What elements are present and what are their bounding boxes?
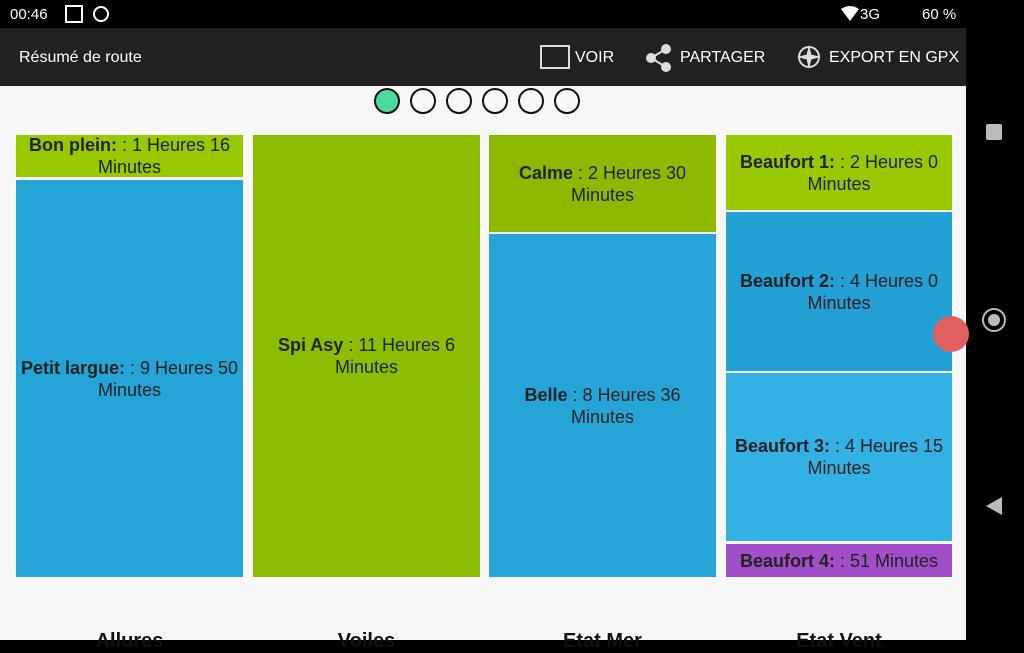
segment-name: Bon plein: xyxy=(28,135,117,155)
action-partager[interactable]: PARTAGER xyxy=(680,49,766,66)
segment-text: : 9 Heures 50 Minutes xyxy=(97,357,239,400)
segment-label: Belle : 8 Heures 36 Minutes xyxy=(493,384,712,428)
segment-name: Beaufort 2: xyxy=(739,270,835,291)
nav-buttons xyxy=(982,124,1006,515)
segment-label: Calme : 2 Heures 30 Minutes xyxy=(493,162,712,206)
segment-text: : 1 Heures 16 Minutes xyxy=(97,135,231,177)
segment-label: Bon plein: : 1 Heures 16 Minutes xyxy=(20,134,239,178)
toolbar-title: Résumé de route xyxy=(19,49,142,66)
page-indicator xyxy=(374,88,580,114)
segment: Petit largue: : 9 Heures 50 Minutes xyxy=(16,180,243,577)
segment-label: Beaufort 4: : 51 Minutes xyxy=(740,550,938,572)
segment: Spi Asy : 11 Heures 6 Minutes xyxy=(253,135,480,577)
column: Bon plein: : 1 Heures 16 Minutes Petit la… xyxy=(16,135,243,652)
segment-text: : 51 Minutes xyxy=(834,550,939,571)
time: 00:46 xyxy=(10,6,48,23)
segment-text: : 8 Heures 36 Minutes xyxy=(567,384,681,427)
segment: Belle : 8 Heures 36 Minutes xyxy=(489,234,716,577)
segment: Calme : 2 Heures 30 Minutes xyxy=(489,135,716,232)
segment-label: Spi Asy : 11 Heures 6 Minutes xyxy=(257,334,476,378)
column: Beaufort 1: : 2 Heures 0 Minutes Beaufort… xyxy=(726,135,952,652)
column: Calme : 2 Heures 30 Minutes Belle : 8 Heu… xyxy=(489,135,716,652)
content: Bon plein: : 1 Heures 16 Minutes Petit la… xyxy=(0,86,966,652)
segment-text: : 4 Heures 15 Minutes xyxy=(807,436,944,478)
segment: Beaufort 1: : 2 Heures 0 Minutes xyxy=(726,135,952,210)
segment-label: Beaufort 3: : 4 Heures 15 Minutes xyxy=(730,435,948,479)
segment-name: Petit largue: xyxy=(20,357,125,378)
map-icon xyxy=(540,45,570,69)
segment-name: Belle xyxy=(524,384,568,405)
column-label: Etat Mer xyxy=(563,630,642,652)
column-label: Allures xyxy=(95,630,164,652)
share-icon xyxy=(646,44,671,72)
gpx-icon xyxy=(797,45,821,69)
segment: Beaufort 4: : 51 Minutes xyxy=(726,544,952,577)
action-export[interactable]: EXPORT EN GPX xyxy=(829,49,960,66)
segment-label: Beaufort 1: : 2 Heures 0 Minutes xyxy=(730,151,948,195)
segment-label: Beaufort 2: : 4 Heures 0 Minutes xyxy=(730,270,948,314)
status-icons xyxy=(65,5,109,23)
segment: Beaufort 2: : 4 Heures 0 Minutes xyxy=(726,212,952,371)
column: Spi Asy : 11 Heures 6 Minutes Voiles xyxy=(253,135,480,652)
wifi-icon xyxy=(841,6,859,21)
segment-name: Beaufort 4: xyxy=(739,550,835,571)
floating-button[interactable] xyxy=(933,316,969,352)
segment: Beaufort 3: : 4 Heures 15 Minutes xyxy=(726,373,952,541)
toolbar: Résumé de route VOIR PARTAGER EXPORT EN … xyxy=(0,28,966,86)
action-voir[interactable]: VOIR xyxy=(575,49,615,66)
nav-bar xyxy=(966,0,1024,640)
status-bar: 00:46 3G 60 % xyxy=(0,0,966,28)
segment-text: : 2 Heures 0 Minutes xyxy=(807,151,939,194)
segment-name: Beaufort 1: xyxy=(739,151,835,172)
network: 3G xyxy=(860,6,881,23)
segment-name: Beaufort 3: xyxy=(734,436,830,456)
segment-text: : 2 Heures 30 Minutes xyxy=(570,162,687,205)
segment-label: Petit largue: : 9 Heures 50 Minutes xyxy=(20,357,239,401)
column-label: Etat Vent xyxy=(796,630,882,652)
segment-text: : 4 Heures 0 Minutes xyxy=(807,270,939,313)
segment: Bon plein: : 1 Heures 16 Minutes xyxy=(16,135,243,177)
segment-name: Calme xyxy=(518,162,573,183)
column-label: Voiles xyxy=(337,630,396,652)
segment-name: Spi Asy xyxy=(277,335,344,355)
battery: 60 % xyxy=(922,6,957,23)
segment-text: : 11 Heures 6 Minutes xyxy=(334,335,456,377)
